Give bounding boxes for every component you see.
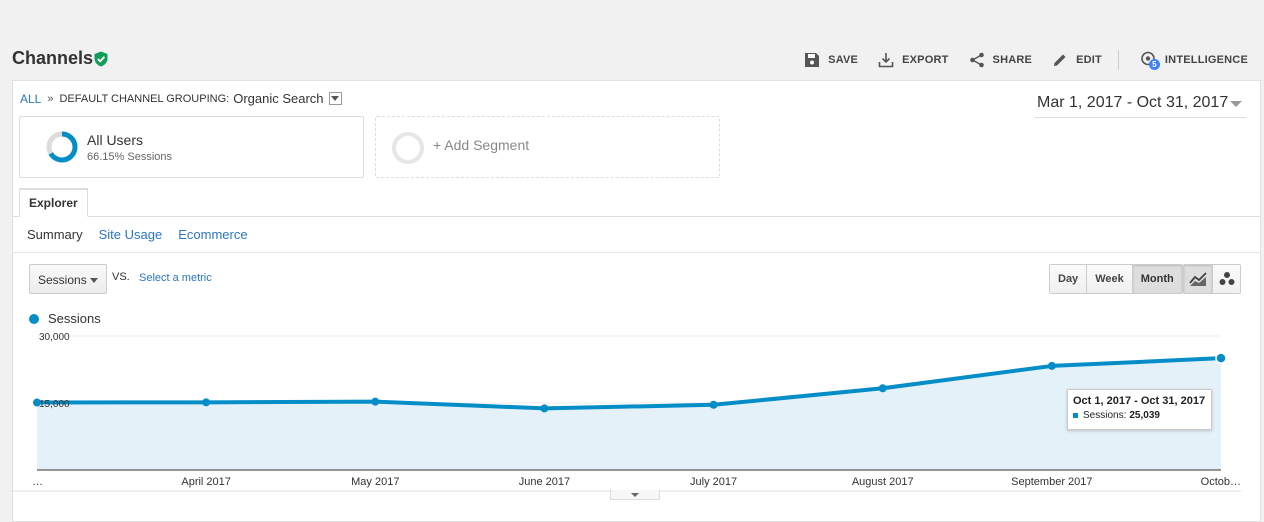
tab-divider <box>13 216 1260 217</box>
series-area <box>37 358 1221 470</box>
share-icon <box>969 52 984 68</box>
date-range-picker[interactable]: Mar 1, 2017 - Oct 31, 2017 <box>1035 92 1246 118</box>
download-icon <box>878 53 894 68</box>
report-header: Channels SAVE EXPORT SHARE EDIT 5 INTELL… <box>0 40 1264 78</box>
tab-top-border <box>19 188 88 190</box>
intelligence-label: INTELLIGENCE <box>1164 54 1248 66</box>
chevron-down-icon <box>1230 101 1242 107</box>
data-point <box>202 398 211 407</box>
period-month-button[interactable]: Month <box>1131 265 1182 293</box>
x-tick-label: June 2017 <box>519 476 570 488</box>
data-point <box>709 400 718 409</box>
y-tick-label: 30,000 <box>39 332 70 343</box>
tooltip-value: 25,039 <box>1129 410 1160 421</box>
verified-shield-icon <box>94 51 108 67</box>
chart-type-toggle <box>1183 264 1241 294</box>
intelligence-badge: 5 <box>1148 59 1160 70</box>
bubble-chart-icon <box>1219 272 1234 285</box>
x-tick-label: April 2017 <box>181 476 231 488</box>
select-metric-link[interactable]: Select a metric <box>139 272 212 284</box>
y-tick-label: 15,000 <box>39 399 70 410</box>
chevron-down-icon <box>90 278 98 283</box>
page-title: Channels <box>12 48 94 68</box>
metric-select-value: Sessions <box>38 273 87 287</box>
breadcrumb-dimension-label: DEFAULT CHANNEL GROUPING: <box>59 92 230 105</box>
empty-segment-ring-icon <box>392 132 424 164</box>
period-day-button[interactable]: Day <box>1050 265 1087 293</box>
subtab-ecommerce[interactable]: Ecommerce <box>178 227 248 242</box>
export-label: EXPORT <box>902 54 949 66</box>
date-range-label: Mar 1, 2017 - Oct 31, 2017 <box>1037 94 1229 111</box>
report-panel: ALL » DEFAULT CHANNEL GROUPING: Organic … <box>12 80 1261 522</box>
intelligence-button[interactable]: 5 INTELLIGENCE <box>1139 51 1248 70</box>
report-actions: SAVE EXPORT SHARE EDIT 5 INTELLIGENCE <box>784 50 1248 70</box>
segment-all-users[interactable]: All Users 66.15% Sessions <box>19 116 364 178</box>
series-line <box>36 356 1222 411</box>
data-point <box>540 404 549 413</box>
tooltip-series-marker <box>1073 413 1078 418</box>
x-tick-label: Octob… <box>1201 476 1241 488</box>
segment-subtitle: 66.15% Sessions <box>87 151 172 163</box>
motion-chart-button[interactable] <box>1212 265 1240 293</box>
segment-ring-icon <box>46 131 78 163</box>
tab-explorer-label: Explorer <box>29 196 78 210</box>
tooltip-value-row: Sessions: 25,039 <box>1073 410 1206 421</box>
chevron-down-icon <box>331 95 340 101</box>
vs-label: VS. <box>112 271 130 283</box>
data-point <box>878 384 887 393</box>
x-tick-label: July 2017 <box>690 476 737 488</box>
line-chart-button[interactable] <box>1184 265 1212 293</box>
x-tick-label: September 2017 <box>1011 476 1092 488</box>
actions-divider <box>1117 50 1119 70</box>
data-point <box>1215 352 1227 364</box>
legend-marker <box>29 313 39 324</box>
edit-button[interactable]: EDIT <box>1052 52 1102 68</box>
line-chart-icon <box>1189 272 1207 286</box>
data-point <box>33 398 41 407</box>
subtab-site-usage[interactable]: Site Usage <box>98 227 163 242</box>
add-segment-label: + Add Segment <box>433 137 530 153</box>
data-point <box>371 397 380 406</box>
share-label: SHARE <box>992 54 1033 66</box>
data-point <box>1047 361 1056 370</box>
chart-tooltip: Oct 1, 2017 - Oct 31, 2017 Sessions: 25,… <box>1067 389 1212 430</box>
metric-select[interactable]: Sessions <box>29 264 107 294</box>
x-tick-label: … <box>32 476 43 488</box>
save-label: SAVE <box>828 54 859 66</box>
save-icon <box>805 53 820 67</box>
chevron-down-icon <box>631 492 639 497</box>
segment-name: All Users <box>87 132 144 148</box>
subtab-summary[interactable]: Summary <box>27 227 83 242</box>
collapse-chart-button[interactable] <box>610 490 660 500</box>
save-button[interactable]: SAVE <box>804 52 858 68</box>
edit-label: EDIT <box>1076 54 1102 66</box>
breadcrumb: ALL » DEFAULT CHANNEL GROUPING: Organic … <box>20 91 342 106</box>
add-segment-button[interactable]: + Add Segment <box>375 116 720 178</box>
intelligence-icon <box>1141 51 1155 66</box>
breadcrumb-separator: » <box>47 92 54 105</box>
x-tick-label: August 2017 <box>852 476 914 488</box>
export-button[interactable]: EXPORT <box>878 52 948 68</box>
share-button[interactable]: SHARE <box>969 52 1033 68</box>
tooltip-label: Sessions: <box>1083 410 1127 421</box>
x-tick-label: May 2017 <box>351 476 399 488</box>
chart-legend: Sessions <box>29 311 101 326</box>
subtab-divider <box>13 252 1260 253</box>
period-toggle: Day Week Month <box>1049 264 1183 294</box>
tab-explorer[interactable]: Explorer <box>19 188 88 217</box>
period-week-button[interactable]: Week <box>1086 265 1132 293</box>
sessions-chart: 30,000 15,000 … April 2017 May 2017 June 2017… <box>13 332 1241 492</box>
breadcrumb-dropdown-button[interactable] <box>328 92 342 105</box>
breadcrumb-all-link[interactable]: ALL <box>20 91 42 106</box>
explorer-subtabs: Summary Site Usage Ecommerce <box>27 227 264 242</box>
legend-label: Sessions <box>48 311 101 326</box>
tooltip-date: Oct 1, 2017 - Oct 31, 2017 <box>1073 395 1206 407</box>
pencil-icon <box>1054 54 1066 66</box>
breadcrumb-dimension-value: Organic Search <box>233 91 324 106</box>
